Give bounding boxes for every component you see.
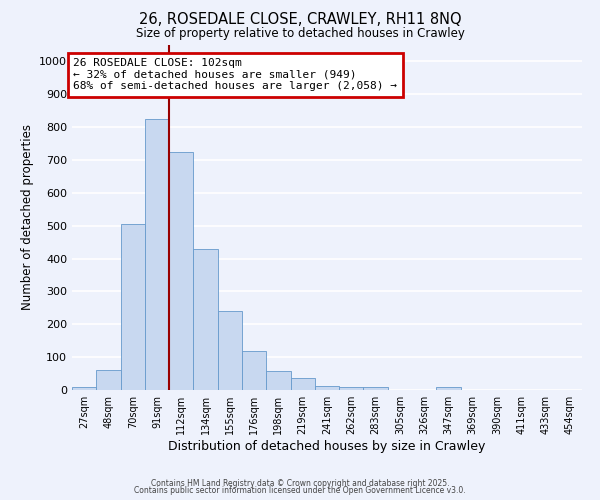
Text: 26 ROSEDALE CLOSE: 102sqm
← 32% of detached houses are smaller (949)
68% of semi: 26 ROSEDALE CLOSE: 102sqm ← 32% of detac… <box>73 58 397 92</box>
Bar <box>364 388 388 390</box>
Bar <box>266 371 290 390</box>
Bar <box>121 224 145 390</box>
Bar <box>193 248 218 390</box>
Text: 26, ROSEDALE CLOSE, CRAWLEY, RH11 8NQ: 26, ROSEDALE CLOSE, CRAWLEY, RH11 8NQ <box>139 12 461 28</box>
Text: Contains public sector information licensed under the Open Government Licence v3: Contains public sector information licen… <box>134 486 466 495</box>
Y-axis label: Number of detached properties: Number of detached properties <box>20 124 34 310</box>
Bar <box>72 388 96 390</box>
Bar <box>96 370 121 390</box>
Text: Size of property relative to detached houses in Crawley: Size of property relative to detached ho… <box>136 28 464 40</box>
Bar <box>436 388 461 390</box>
Bar <box>339 386 364 390</box>
Bar <box>242 350 266 390</box>
Bar <box>169 152 193 390</box>
Bar <box>290 378 315 390</box>
Bar <box>218 311 242 390</box>
Text: Contains HM Land Registry data © Crown copyright and database right 2025.: Contains HM Land Registry data © Crown c… <box>151 478 449 488</box>
Bar <box>315 386 339 390</box>
X-axis label: Distribution of detached houses by size in Crawley: Distribution of detached houses by size … <box>169 440 485 453</box>
Bar <box>145 119 169 390</box>
